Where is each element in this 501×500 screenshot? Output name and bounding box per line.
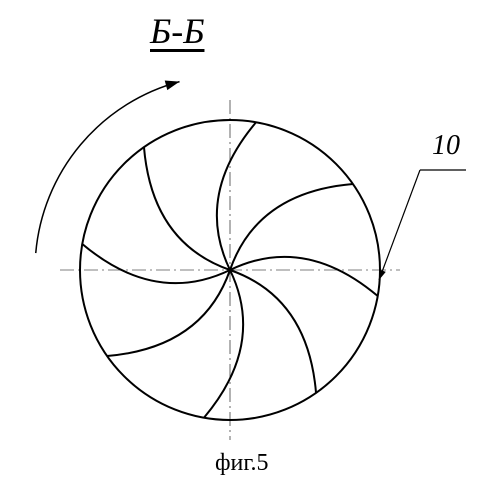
blade [82, 244, 230, 283]
blade [217, 122, 256, 270]
blade [230, 257, 378, 296]
callout-leader [379, 170, 466, 280]
figure-caption: фиг.5 [215, 450, 269, 477]
diagram-svg [0, 0, 501, 500]
callout-label-10: 10 [432, 130, 460, 162]
section-title: Б-Б [150, 10, 204, 52]
rotation-arrow [36, 80, 180, 253]
blade [204, 270, 243, 418]
